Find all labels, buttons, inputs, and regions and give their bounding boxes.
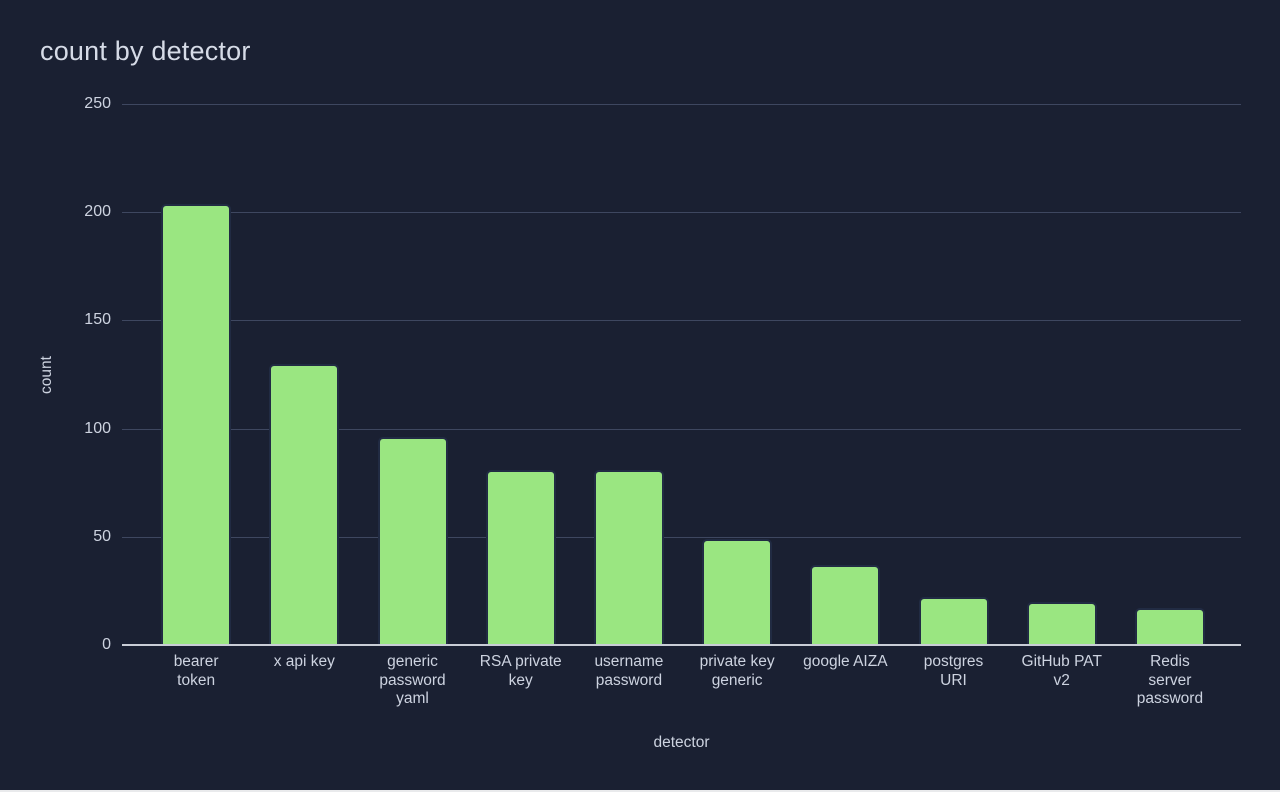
bar-slot — [358, 104, 466, 645]
bar-slot — [683, 104, 791, 645]
y-tick-label: 50 — [93, 527, 111, 545]
x-axis-title: detector — [653, 734, 710, 751]
x-tick-label: bearer token — [173, 653, 219, 689]
gridline-100 — [122, 428, 1241, 430]
x-tick-label: google AIZA — [803, 653, 888, 670]
x-axis-line — [122, 644, 1241, 646]
x-tick-label: RSA private key — [479, 653, 562, 689]
bar-github-pat-v2[interactable] — [1026, 601, 1097, 645]
gridline-150 — [122, 320, 1241, 322]
bar-slot — [142, 104, 250, 645]
gridline-50 — [122, 536, 1241, 538]
bar-slot — [575, 104, 683, 645]
x-tick-label: postgres URI — [923, 653, 984, 689]
x-tick-label: GitHub PAT v2 — [1021, 653, 1102, 689]
bar-username-password[interactable] — [593, 469, 664, 645]
bar-generic-password-yaml[interactable] — [377, 437, 448, 645]
x-tick-label: generic password yaml — [379, 653, 446, 707]
bars-layer — [142, 104, 1224, 645]
bar-slot — [899, 104, 1007, 645]
y-axis-title: count — [38, 356, 55, 394]
bar-private-key-generic[interactable] — [702, 538, 773, 645]
x-tick-label: private key generic — [699, 653, 775, 689]
bar-slot — [1008, 104, 1116, 645]
x-axis-labels: bearer token x api key generic password ya… — [142, 653, 1224, 709]
gridline-250 — [122, 104, 1241, 105]
y-tick-label: 100 — [84, 419, 111, 437]
bar-redis-server-password[interactable] — [1134, 608, 1205, 645]
bar-google-aiza[interactable] — [810, 564, 881, 645]
chart-title: count by detector — [40, 36, 251, 66]
x-tick-label: username password — [594, 653, 664, 689]
bar-bearer-token[interactable] — [161, 203, 232, 645]
bar-rsa-private-key[interactable] — [485, 469, 556, 645]
y-tick-label: 250 — [84, 95, 111, 112]
bar-x-api-key[interactable] — [269, 363, 340, 645]
y-tick-label: 150 — [84, 311, 111, 329]
gridline-200 — [122, 212, 1241, 214]
bar-postgres-uri[interactable] — [918, 597, 989, 645]
bar-slot — [1116, 104, 1224, 645]
bar-slot — [467, 104, 575, 645]
window-bottom-edge — [0, 790, 1280, 792]
x-tick-label: x api key — [273, 653, 335, 670]
x-tick-label: Redis server password — [1136, 653, 1204, 707]
plot-area: 0 50 100 150 200 250 — [84, 95, 1241, 653]
y-tick-label: 0 — [102, 636, 111, 653]
y-tick-label: 200 — [84, 203, 111, 221]
bar-slot — [791, 104, 899, 645]
bar-slot — [250, 104, 358, 645]
